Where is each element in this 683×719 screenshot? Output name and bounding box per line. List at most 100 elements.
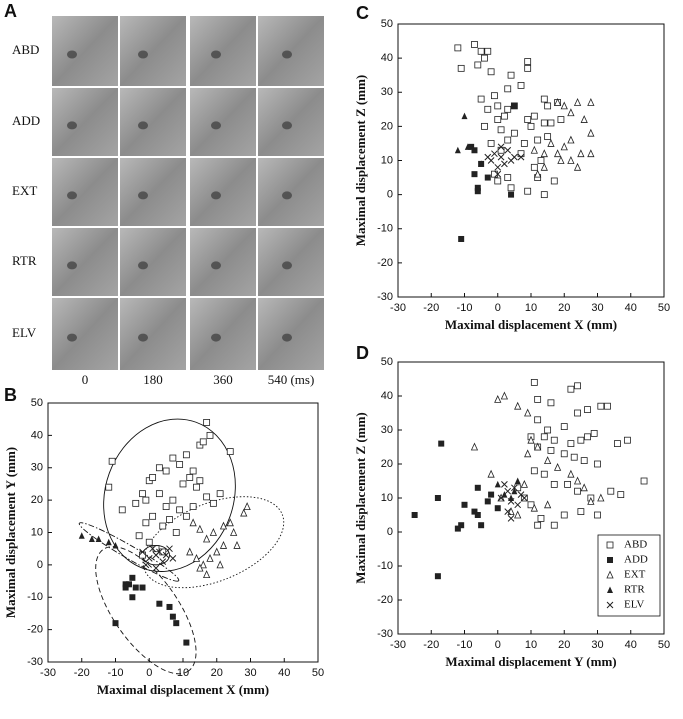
- y-axis-title: Maximal displacement Y (mm): [3, 447, 18, 618]
- time-label: 0: [82, 372, 89, 387]
- data-point: [540, 433, 548, 441]
- data-point: [497, 143, 505, 151]
- data-point: [219, 521, 228, 530]
- video-frame: [190, 158, 256, 226]
- data-point: [501, 481, 508, 488]
- paw: [138, 191, 148, 200]
- data-point: [594, 460, 601, 468]
- time-label: 180: [143, 372, 163, 387]
- x-tick-label: 10: [525, 639, 537, 651]
- data-point: [78, 532, 85, 539]
- data-point: [507, 515, 515, 522]
- data-point: [527, 435, 535, 444]
- data-point: [570, 453, 578, 461]
- paw: [282, 191, 292, 200]
- y-tick-label: -20: [377, 257, 393, 269]
- data-point: [155, 464, 163, 472]
- video-frame: [190, 228, 256, 296]
- legend-marker: [607, 557, 613, 563]
- data-point: [474, 484, 481, 491]
- data-point: [179, 480, 187, 488]
- data-point: [494, 163, 502, 171]
- data-point: [458, 235, 465, 242]
- data-point: [182, 451, 190, 459]
- data-point: [219, 540, 228, 549]
- data-point: [122, 584, 129, 591]
- data-point: [507, 507, 515, 515]
- video-frame: [52, 16, 118, 86]
- video-frame: [52, 298, 118, 370]
- data-point: [560, 101, 568, 110]
- data-point: [573, 476, 582, 485]
- data-point: [193, 483, 200, 491]
- paw: [282, 50, 292, 59]
- data-point: [577, 436, 585, 444]
- data-point: [607, 487, 615, 495]
- data-point: [511, 484, 518, 492]
- data-point: [484, 174, 491, 181]
- data-point: [118, 506, 126, 514]
- data-point: [491, 170, 498, 178]
- data-point: [540, 162, 548, 171]
- data-point: [497, 494, 505, 502]
- y-tick-label: -30: [377, 628, 393, 640]
- data-point: [95, 535, 102, 542]
- data-point: [640, 477, 648, 485]
- row-label: ABD: [12, 42, 39, 57]
- confidence-ellipse: [78, 522, 180, 582]
- data-point: [105, 483, 113, 491]
- data-point: [524, 116, 532, 123]
- data-point: [182, 512, 190, 520]
- data-point: [534, 521, 542, 529]
- video-frame: [258, 298, 324, 370]
- data-point: [510, 129, 518, 137]
- y-tick-label: -30: [27, 656, 43, 668]
- data-point: [530, 467, 538, 475]
- data-point: [511, 487, 518, 495]
- y-tick-label: 50: [31, 397, 43, 409]
- data-point: [186, 474, 194, 481]
- data-point: [497, 126, 505, 134]
- data-point: [500, 112, 508, 120]
- y-tick-label: 30: [31, 462, 43, 474]
- data-point: [461, 501, 468, 508]
- data-point: [511, 102, 518, 109]
- y-tick-label: 10: [381, 492, 393, 504]
- data-point: [560, 423, 568, 431]
- legend-label: EXT: [624, 569, 646, 581]
- data-point: [162, 551, 170, 559]
- data-point: [132, 499, 140, 507]
- data-point: [159, 522, 167, 530]
- confidence-ellipse: [103, 418, 236, 572]
- data-point: [594, 511, 601, 519]
- legend-label: ADD: [624, 554, 648, 566]
- data-point: [434, 573, 441, 580]
- data-point: [567, 156, 575, 164]
- paw: [67, 261, 77, 270]
- video-frame: [120, 88, 186, 156]
- legend-marker: [606, 601, 614, 609]
- data-point: [183, 639, 190, 646]
- data-point: [550, 521, 558, 529]
- data-point: [474, 184, 481, 191]
- data-point: [474, 512, 481, 518]
- data-point: [524, 408, 532, 417]
- data-point: [477, 95, 485, 103]
- data-point: [494, 102, 502, 110]
- data-point: [474, 61, 482, 69]
- x-tick-label: 30: [591, 639, 603, 651]
- data-point: [494, 480, 501, 488]
- data-point: [544, 426, 552, 434]
- data-point: [461, 112, 468, 120]
- data-point: [162, 467, 170, 475]
- data-point: [587, 128, 595, 137]
- data-point: [488, 491, 495, 498]
- video-frame: [120, 228, 186, 296]
- legend-marker: [606, 541, 614, 549]
- data-point: [530, 503, 538, 512]
- row-label: RTR: [12, 253, 37, 268]
- data-point: [584, 406, 591, 414]
- data-point: [557, 156, 565, 164]
- y-tick-label: 50: [381, 18, 393, 30]
